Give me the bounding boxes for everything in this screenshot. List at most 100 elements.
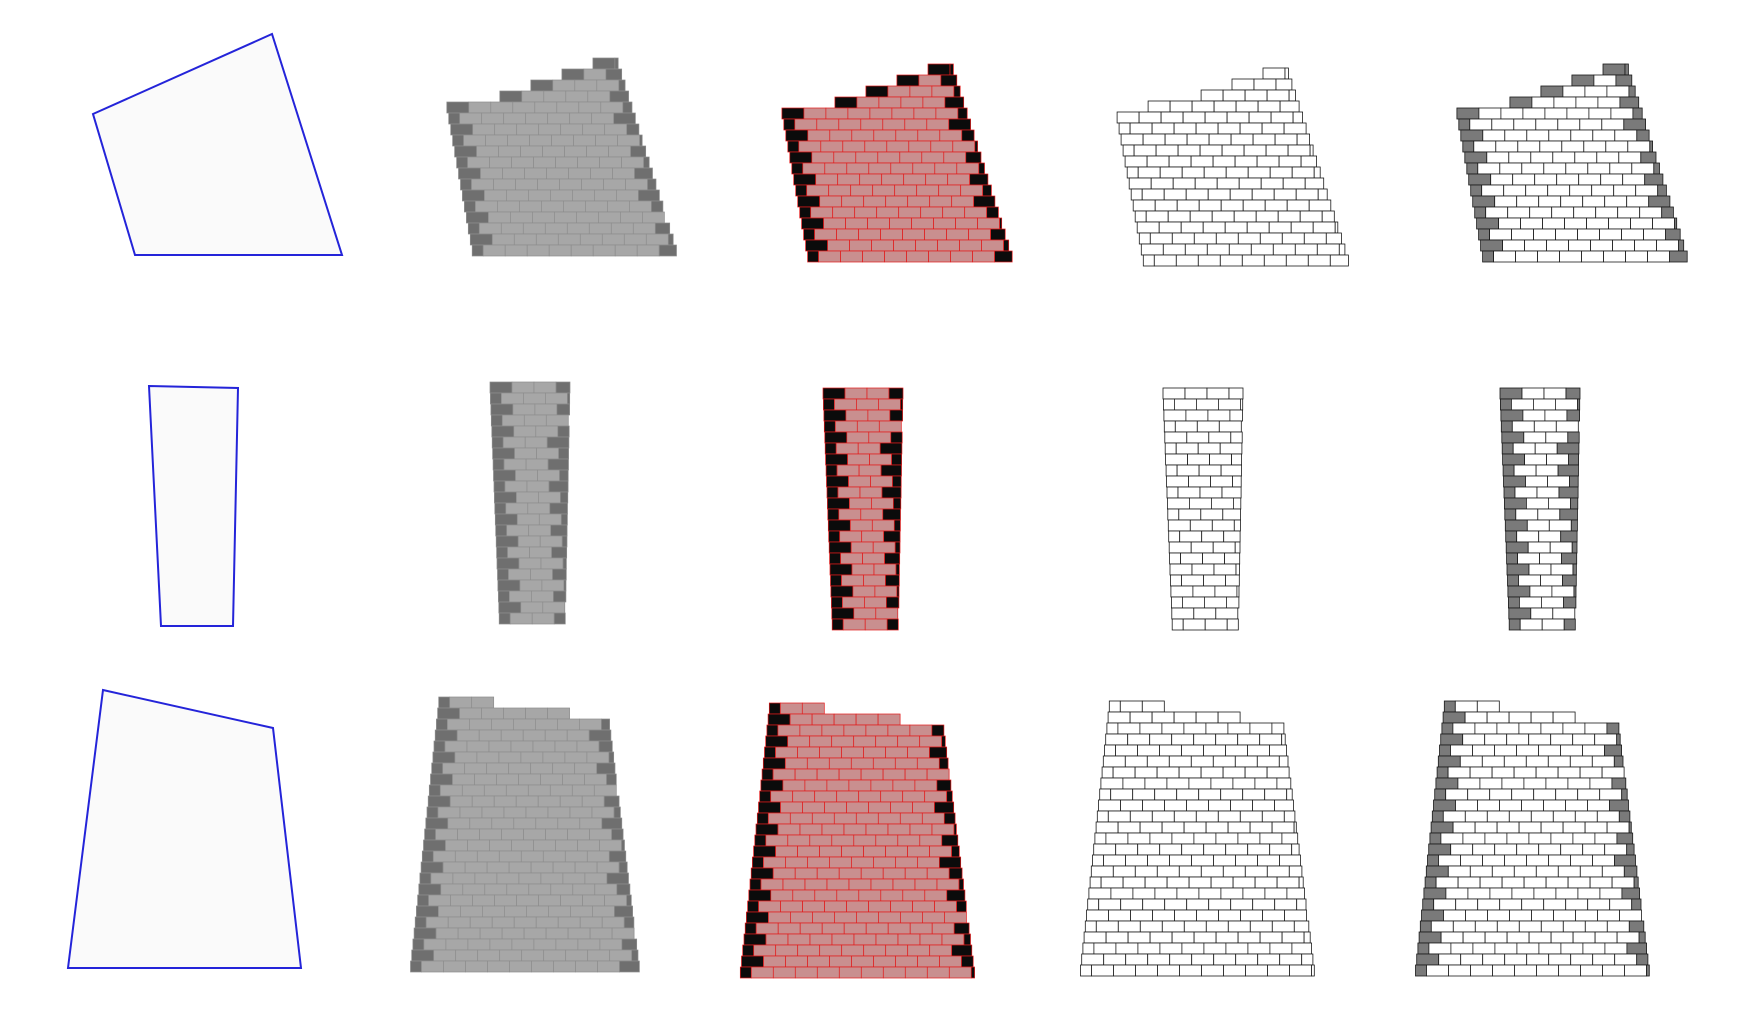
- brick: [823, 420, 836, 433]
- brick: [1266, 89, 1290, 102]
- brick: [639, 134, 643, 147]
- brick: [572, 189, 595, 202]
- brick: [807, 250, 819, 263]
- brick: [1217, 810, 1241, 823]
- brick: [524, 436, 548, 449]
- brick: [496, 872, 520, 885]
- brick: [1176, 788, 1200, 801]
- brick: [582, 123, 606, 136]
- brick: [592, 244, 616, 257]
- brick: [425, 916, 449, 929]
- brick: [917, 856, 940, 869]
- brick: [1489, 228, 1512, 241]
- brick: [1416, 953, 1440, 966]
- brick: [1447, 865, 1471, 878]
- brick: [632, 222, 656, 235]
- brick: [478, 222, 502, 235]
- brick: [586, 145, 609, 158]
- brick: [511, 839, 534, 852]
- brick: [1217, 711, 1241, 724]
- brick: [938, 184, 962, 197]
- brick: [1622, 173, 1646, 186]
- brick: [647, 178, 657, 191]
- brick: [1247, 843, 1271, 856]
- brick: [856, 911, 879, 924]
- brick: [457, 828, 480, 841]
- brick: [1193, 733, 1217, 746]
- wall-row-3-line: [1080, 700, 1315, 977]
- brick: [529, 546, 552, 559]
- brick: [1172, 177, 1196, 190]
- brick: [452, 773, 475, 786]
- brick: [840, 552, 863, 565]
- brick: [1433, 799, 1456, 812]
- brick: [906, 250, 929, 263]
- brick: [1093, 942, 1117, 955]
- brick: [818, 250, 841, 263]
- brick: [471, 795, 495, 808]
- brick: [787, 140, 800, 153]
- brick: [548, 480, 569, 493]
- brick: [1122, 876, 1146, 889]
- brick: [1594, 832, 1618, 845]
- brick: [1156, 865, 1180, 878]
- brick: [525, 707, 548, 720]
- brick: [744, 922, 757, 935]
- brick: [1134, 865, 1158, 878]
- brick: [1108, 700, 1121, 713]
- brick: [1222, 89, 1246, 102]
- brick: [547, 707, 570, 720]
- brick: [1530, 151, 1554, 164]
- brick: [1656, 239, 1679, 252]
- brick: [836, 790, 860, 803]
- brick: [1136, 221, 1160, 234]
- brick: [1518, 574, 1541, 587]
- brick: [1485, 206, 1509, 219]
- brick: [1601, 118, 1625, 131]
- brick: [765, 933, 789, 946]
- brick: [530, 762, 554, 775]
- brick: [1489, 887, 1513, 900]
- brick: [423, 839, 446, 852]
- brick: [1501, 431, 1525, 444]
- brick: [842, 596, 865, 609]
- brick: [1127, 733, 1151, 746]
- brick: [536, 447, 559, 460]
- brick: [868, 900, 891, 913]
- brick: [594, 883, 618, 896]
- brick: [1561, 140, 1585, 153]
- brick: [1499, 162, 1523, 175]
- brick: [478, 729, 502, 742]
- brick: [1169, 100, 1193, 113]
- brick: [809, 834, 833, 847]
- brick: [895, 955, 918, 968]
- brick: [566, 222, 590, 235]
- brick: [1189, 497, 1212, 510]
- brick: [846, 431, 870, 444]
- brick: [904, 966, 928, 979]
- brick: [1262, 67, 1286, 80]
- brick: [1418, 931, 1442, 944]
- brick: [871, 239, 894, 252]
- brick: [588, 222, 612, 235]
- brick: [785, 129, 809, 142]
- brick: [1281, 832, 1299, 845]
- brick: [442, 762, 466, 775]
- brick: [1129, 711, 1153, 724]
- brick: [871, 519, 895, 532]
- brick: [425, 817, 449, 830]
- brick: [1230, 431, 1243, 444]
- brick: [1167, 497, 1190, 510]
- brick: [946, 889, 966, 902]
- brick: [857, 442, 881, 455]
- brick: [1550, 733, 1574, 746]
- brick: [1144, 777, 1168, 790]
- brick: [1535, 766, 1559, 779]
- brick: [1218, 909, 1241, 922]
- brick: [1601, 865, 1625, 878]
- brick: [902, 228, 925, 241]
- brick: [520, 145, 543, 158]
- brick: [1144, 876, 1168, 889]
- brick: [1448, 964, 1471, 977]
